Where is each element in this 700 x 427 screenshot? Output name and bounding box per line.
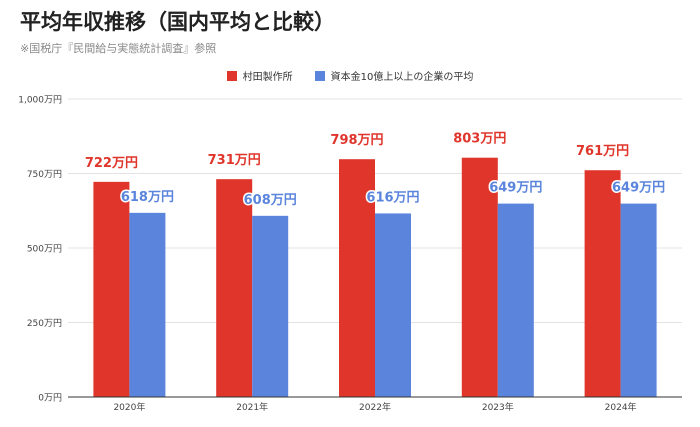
x-tick-label: 2021年 <box>236 401 268 413</box>
y-tick-label: 0万円 <box>38 393 62 404</box>
data-label-murata: 722万円 <box>85 156 138 171</box>
data-label-average: 649万円 <box>612 181 665 196</box>
y-tick-label: 1,000万円 <box>18 95 62 106</box>
bar-murata <box>584 170 621 397</box>
bar-average <box>129 212 166 397</box>
data-label-murata: 731万円 <box>208 153 261 168</box>
x-tick-label: 2020年 <box>113 401 145 413</box>
legend-label-murata: 村田製作所 <box>242 72 293 83</box>
chart-title: 平均年収推移（国内平均と比較） <box>20 10 335 34</box>
bar-average <box>375 213 411 397</box>
legend-label-average: 資本金10億上以上の企業の平均 <box>330 72 474 83</box>
bar-murata <box>216 179 253 397</box>
y-tick-label: 250万円 <box>27 318 62 329</box>
data-label-murata: 761万円 <box>576 144 629 159</box>
bar-average <box>497 203 534 397</box>
bar-average <box>252 215 289 397</box>
data-label-murata: 803万円 <box>453 132 506 147</box>
y-tick-label: 500万円 <box>27 244 62 255</box>
bar-average <box>620 203 657 397</box>
data-label-average: 608万円 <box>244 193 297 208</box>
legend: 村田製作所 資本金10億上以上の企業の平均 <box>0 68 700 83</box>
chart-subtitle: ※国税庁『民間給与実態統計調査』参照 <box>20 42 217 55</box>
data-label-average: 618万円 <box>121 190 174 205</box>
legend-swatch-average <box>314 70 325 81</box>
bar-murata <box>93 181 130 397</box>
data-label-average: 649万円 <box>489 181 542 196</box>
legend-item-murata: 村田製作所 <box>226 68 293 83</box>
x-tick-label: 2024年 <box>605 401 637 413</box>
x-tick-label: 2022年 <box>359 401 391 413</box>
bar-murata <box>339 159 375 397</box>
legend-item-average: 資本金10億上以上の企業の平均 <box>314 68 474 83</box>
legend-swatch-murata <box>226 70 237 81</box>
y-tick-label: 750万円 <box>27 169 62 180</box>
x-tick-label: 2023年 <box>482 401 514 413</box>
data-label-murata: 798万円 <box>330 133 383 148</box>
bar-murata <box>461 157 498 397</box>
data-label-average: 616万円 <box>366 190 419 205</box>
